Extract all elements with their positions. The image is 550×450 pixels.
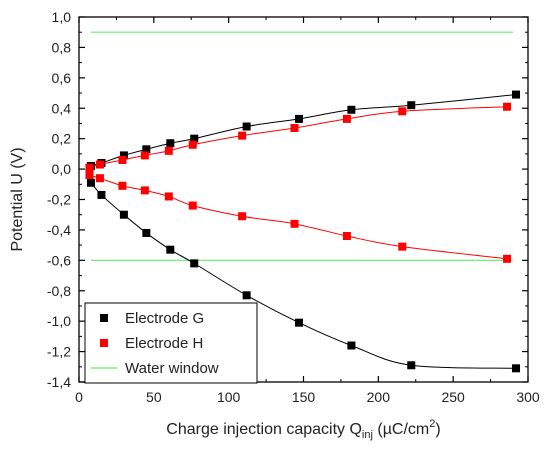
electrode-g-point: [142, 145, 151, 154]
electrode-h-point: [95, 160, 104, 169]
x-axis-title-sub: inj: [362, 429, 373, 441]
electrode-g-point: [166, 139, 175, 148]
x-tick-label: 300: [516, 389, 540, 405]
electrode-g-point: [190, 134, 199, 143]
y-tick-label: 0,6: [52, 70, 72, 86]
legend-label-water-window: Water window: [125, 360, 219, 377]
electrode-g-point: [512, 90, 521, 99]
legend-box: [84, 302, 258, 384]
x-axis-title: Charge injection capacity Qinj (µC/cm2): [166, 418, 440, 441]
electrode-h-point: [238, 131, 247, 140]
legend-swatch-electrode-h: [100, 339, 108, 347]
electrode-g-point: [242, 291, 251, 300]
axes: 0 50 100 150 200 250 300 -1,4 -1,2 -1,0 -0,8 -0,6 -0…: [47, 9, 540, 405]
electrode-h-point: [342, 232, 351, 240]
electrode-g-point: [166, 245, 175, 254]
electrode-g-point: [347, 341, 356, 350]
electrode-g-point: [295, 114, 304, 123]
y-tick-label: -0,6: [47, 252, 71, 268]
y-tick-label: -1,2: [47, 344, 71, 360]
electrode-h-point: [140, 186, 149, 195]
electrode-g-point: [295, 318, 304, 327]
x-tick-label: 100: [217, 389, 241, 405]
y-tick-label: -1,0: [47, 313, 71, 329]
x-axis-title-end: ): [435, 421, 440, 438]
y-tick-label: 0,2: [52, 131, 72, 147]
y-axis-title: Potential U (V): [9, 147, 26, 251]
electrode-h-point: [188, 201, 197, 210]
y-tick-label: 0,8: [52, 39, 72, 55]
electrode-g-point: [512, 364, 521, 373]
electrode-h-point: [85, 171, 94, 180]
electrode-h-point: [118, 181, 127, 190]
electrode-g-point: [97, 190, 106, 199]
electrode-h-point: [290, 124, 299, 133]
y-tick-label: -0,4: [47, 222, 71, 238]
legend-label-electrode-h: Electrode H: [125, 335, 203, 352]
electrode-h-point: [164, 192, 173, 201]
x-axis-title-unit: (µC/cm: [373, 421, 429, 438]
electrode-h-point: [342, 114, 351, 123]
electrode-g-point: [347, 105, 356, 114]
electrode-h-point: [95, 174, 104, 183]
x-axis-title-main: Charge injection capacity Q: [166, 421, 362, 438]
electrode-h-point: [503, 254, 512, 263]
electrode-h-point: [140, 151, 149, 160]
electrode-h-fit-curve-cathodic: [89, 174, 508, 260]
electrode-h-point: [398, 107, 407, 116]
electrode-g-point: [142, 228, 151, 237]
y-tick-label: -0,8: [47, 283, 71, 299]
y-tick-label: 1,0: [52, 9, 72, 25]
x-tick-label: 0: [75, 389, 83, 405]
electrode-g-point: [119, 210, 128, 219]
x-tick-label: 150: [292, 389, 316, 405]
legend-swatch-electrode-g: [100, 314, 108, 322]
electrode-h-point: [85, 163, 94, 172]
y-tick-label: -1,4: [47, 374, 71, 390]
electrode-g-point: [190, 259, 199, 268]
y-tick-label: 0,4: [52, 100, 72, 116]
electrode-h-point: [398, 242, 407, 251]
electrode-g-fit-curve-cathodic: [90, 182, 517, 369]
plot-area: [85, 31, 521, 373]
x-tick-label: 50: [146, 389, 162, 405]
x-axis-title-sup: 2: [429, 418, 435, 430]
x-tick-label: 250: [441, 389, 465, 405]
electrode-g-fit-curve-anodic: [90, 94, 517, 167]
electrode-g-point: [242, 122, 251, 131]
electrode-h-point: [238, 212, 247, 221]
electrode-g-point: [407, 361, 416, 370]
x-tick-label: 200: [367, 389, 391, 405]
electrode-g-point: [407, 101, 416, 110]
legend: Electrode G Electrode H Water window: [84, 302, 258, 384]
y-tick-label: -0,2: [47, 192, 71, 208]
electrode-h-point: [164, 146, 173, 155]
electrode-h-point: [188, 140, 197, 149]
electrode-h-point: [290, 219, 299, 228]
legend-label-electrode-g: Electrode G: [125, 310, 204, 327]
y-tick-label: 0,0: [52, 161, 72, 177]
electrode-g-point: [119, 151, 128, 160]
electrode-h-point: [118, 155, 127, 164]
electrode-h-point: [503, 102, 512, 111]
electrode-g-point: [86, 178, 95, 187]
